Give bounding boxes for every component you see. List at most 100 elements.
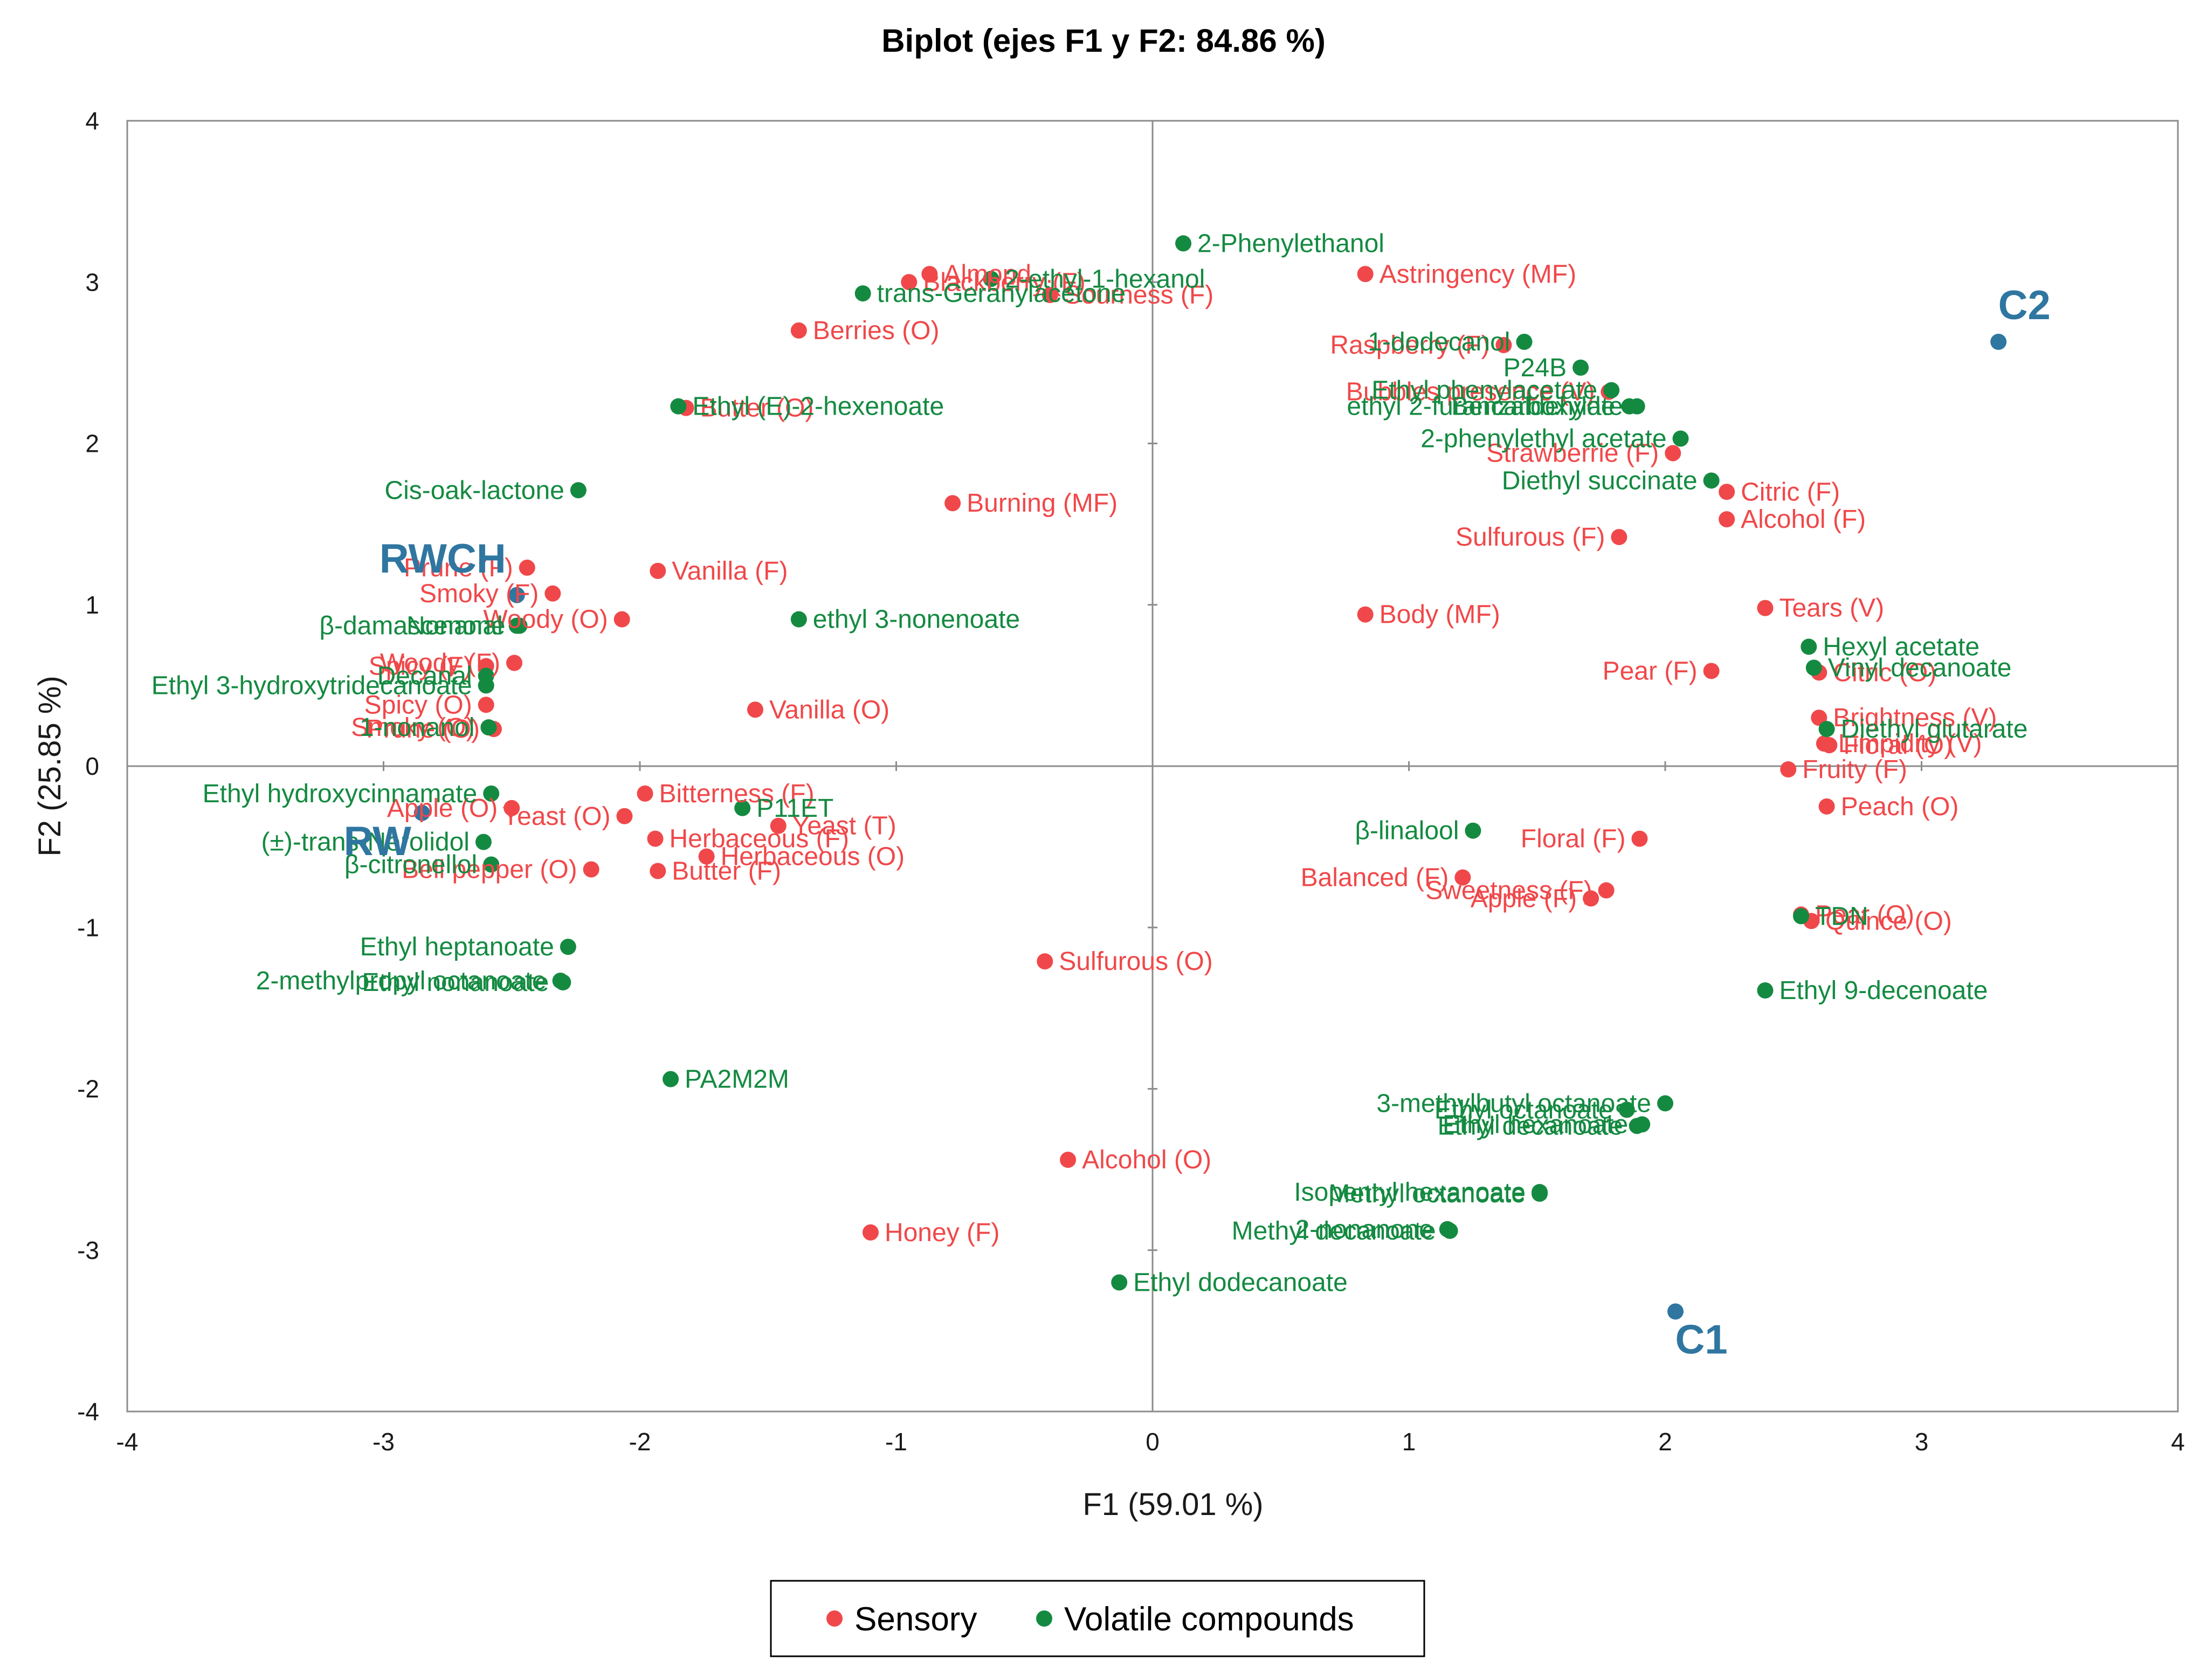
volatile-label-diethyl-succinate: Diethyl succinate xyxy=(1502,466,1698,495)
sensory-point-apple-f xyxy=(1583,890,1599,907)
sensory-point-bell-pepper-o xyxy=(583,861,599,878)
volatile-label-decanal: Decanal xyxy=(377,662,472,690)
sensory-point-alcohol-f xyxy=(1719,511,1735,528)
volatile-label-citronellol: β-citronellol xyxy=(344,851,477,879)
volatile-point-3-methylbutyl-octanoate xyxy=(1657,1095,1673,1112)
volatile-point-trans-geranylacetone xyxy=(854,285,871,302)
sensory-label-brightness-v: Brightness (V) xyxy=(1833,704,1997,732)
volatile-label-ethyl-nonanoate: Ethyl nonanoate xyxy=(362,968,549,997)
observation-label-c2: C2 xyxy=(1998,283,2051,328)
sensory-point-yeast-o xyxy=(616,808,633,824)
y-axis-title: F2 (25.85 %) xyxy=(32,676,67,856)
volatile-label-cis-oak-lactone: Cis-oak-lactone xyxy=(384,476,564,505)
volatile-label-vinyl-decanoate: Vinyl decanoate xyxy=(1828,653,2012,682)
volatile-label-isopentyl-hexanoate: Isopentyl hexanoate xyxy=(1294,1178,1526,1207)
x-tick-label: 1 xyxy=(1402,1428,1416,1456)
legend-marker-sensory xyxy=(826,1610,843,1627)
sensory-point-sweetness-f xyxy=(1598,882,1615,899)
point-labels: Blackberry (F)Almond... Sourness (F) Berri… xyxy=(151,229,2051,1362)
sensory-point-astringency-mf xyxy=(1357,266,1374,283)
volatile-label-2-phenylethanol: 2-Phenylethanol xyxy=(1197,229,1384,258)
sensory-point-sulfurous-o xyxy=(1037,953,1053,970)
observation-label-c1: C1 xyxy=(1675,1317,1727,1362)
sensory-label-balanced-f: Balanced (F) xyxy=(1301,863,1449,892)
sensory-label-vanilla-o: Vanilla (O) xyxy=(769,696,889,724)
volatile-point-methyl-decanoate xyxy=(1442,1222,1458,1239)
volatile-label-2-nonanone: 2-nonanone xyxy=(1295,1215,1433,1244)
sensory-point-brightness-v xyxy=(1811,710,1827,726)
volatile-point-ethyl-3-hydroxytridecanoate xyxy=(478,677,494,694)
sensory-label-raspberry-f: Raspberry (F) xyxy=(1330,331,1489,360)
sensory-label-astringency-mf: Astringency (MF) xyxy=(1380,260,1576,288)
volatile-point-citronellol xyxy=(483,856,500,873)
volatile-point-ethyl-octanoate xyxy=(1618,1101,1635,1118)
sensory-label-vanilla-f: Vanilla (F) xyxy=(672,557,788,586)
legend-label-sensory: Sensory xyxy=(854,1601,977,1638)
sensory-point-sourness-f xyxy=(1042,287,1058,304)
sensory-point-raspberry-f xyxy=(1495,336,1512,353)
volatile-point-ethyl-9-decenoate xyxy=(1757,982,1774,999)
sensory-point-citric-f xyxy=(1719,484,1735,500)
volatile-label-trans-geranylacetone: trans-Geranylacetone xyxy=(877,279,1126,308)
volatile-point-2-ethyl-1-hexanol xyxy=(983,271,999,287)
sensory-label-alcohol-o: Alcohol (O) xyxy=(1082,1146,1211,1174)
sensory-label-sulfurous-f: Sulfurous (F) xyxy=(1456,523,1605,552)
sensory-point-herbaceous-o xyxy=(698,848,715,865)
observation-point-rw xyxy=(413,804,430,821)
volatile-point-ethyl-phenylacetate xyxy=(1603,382,1620,398)
volatile-label-ethyl-phenylacetate: Ethyl phenylacetate xyxy=(1371,376,1597,405)
x-tick-label: 2 xyxy=(1658,1428,1672,1456)
volatile-label-ethyl-3-nonenoate: ethyl 3-nonenoate xyxy=(813,605,1020,634)
sensory-label-yeast-o: Yeast (O) xyxy=(502,802,610,831)
volatile-label-ethyl-heptanoate: Ethyl heptanoate xyxy=(360,933,554,961)
legend-box xyxy=(770,1580,1425,1657)
sensory-point-pear-f xyxy=(1703,663,1720,679)
observation-label-rwch: RWCH xyxy=(380,536,506,582)
sensory-label-citric-o: Citric (O) xyxy=(1833,658,1936,687)
volatile-label-ethyl-dodecanoate: Ethyl dodecanoate xyxy=(1133,1269,1348,1297)
sensory-label-prune-f: Prune (F) xyxy=(404,554,513,582)
sensory-label-spicy-o: Spicy (O) xyxy=(364,691,472,719)
observation-point-rwch xyxy=(508,587,525,603)
sensory-label-strawberrie-f: Strawberrie (F) xyxy=(1486,439,1659,467)
sensory-label-burning-mf: Burning (MF) xyxy=(967,489,1118,518)
sensory-label-bubbles-presence-v: Bubbles presence (V) xyxy=(1346,378,1595,407)
x-tick-label: 3 xyxy=(1915,1428,1929,1456)
sensory-point-alcohol-o xyxy=(1060,1152,1077,1168)
volatile-point-2-phenylethyl-acetate xyxy=(1672,430,1689,447)
sensory-label-butter-f: Butter (F) xyxy=(672,857,781,886)
sensory-point-smoky-f xyxy=(544,585,561,602)
volatile-point-pa2m2m xyxy=(663,1071,679,1087)
sensory-point-floral-f xyxy=(1631,830,1648,847)
y-tick-label: 3 xyxy=(85,268,99,296)
sensory-label-honey-f: Honey (F) xyxy=(885,1218,999,1247)
sensory-label-spicy-f: Spicy (F) xyxy=(369,652,472,680)
volatile-label-methyl-octanoate: Methyl octanoate xyxy=(1328,1180,1526,1208)
sensory-point-tears-v xyxy=(1757,600,1774,616)
sensory-label-bell-pepper-o: Bell pepper (O) xyxy=(402,856,577,884)
volatile-label-2-methylpropyl-octanoate: 2-methylpropyl octanoate xyxy=(256,967,547,995)
volatile-label-2-phenylethyl-acetate: 2-phenylethyl acetate xyxy=(1420,425,1666,453)
sensory-label-pear-o: Pear (O) xyxy=(1815,900,1914,929)
y-tick-label: -1 xyxy=(77,913,99,941)
sensory-point-woody-f xyxy=(506,655,523,671)
legend-label-volatile: Volatile compounds xyxy=(1064,1601,1354,1638)
y-tick-label: 4 xyxy=(85,107,99,135)
sensory-point-strawberrie-f xyxy=(1665,445,1681,462)
volatile-label-methyl-decanoate: Methyl decanoate xyxy=(1232,1217,1436,1245)
x-axis-title: F1 (59.01 %) xyxy=(1082,1487,1263,1522)
volatile-label-ethyl-3-hydroxytridecanoate: Ethyl 3-hydroxytridecanoate xyxy=(151,671,472,700)
sensory-label-sourness-f: Sourness (F) xyxy=(1064,281,1213,309)
sensory-label-smoky-o: Smoky (O) xyxy=(351,713,474,742)
y-tick-label: -4 xyxy=(77,1397,99,1426)
sensory-point-honey-f xyxy=(862,1224,879,1241)
volatile-point-trans-nerolidol xyxy=(475,834,492,850)
volatile-point-ethyl-dodecanoate xyxy=(1111,1274,1128,1291)
sensory-label-blackberry-f: Blackberry (F) xyxy=(923,268,1085,297)
volatile-label-linalool: β-linalool xyxy=(1355,817,1459,845)
sensory-label-peach-o: Peach (O) xyxy=(1841,793,1959,821)
y-tick-label: -3 xyxy=(77,1236,99,1264)
y-tick-label: 2 xyxy=(85,430,99,458)
